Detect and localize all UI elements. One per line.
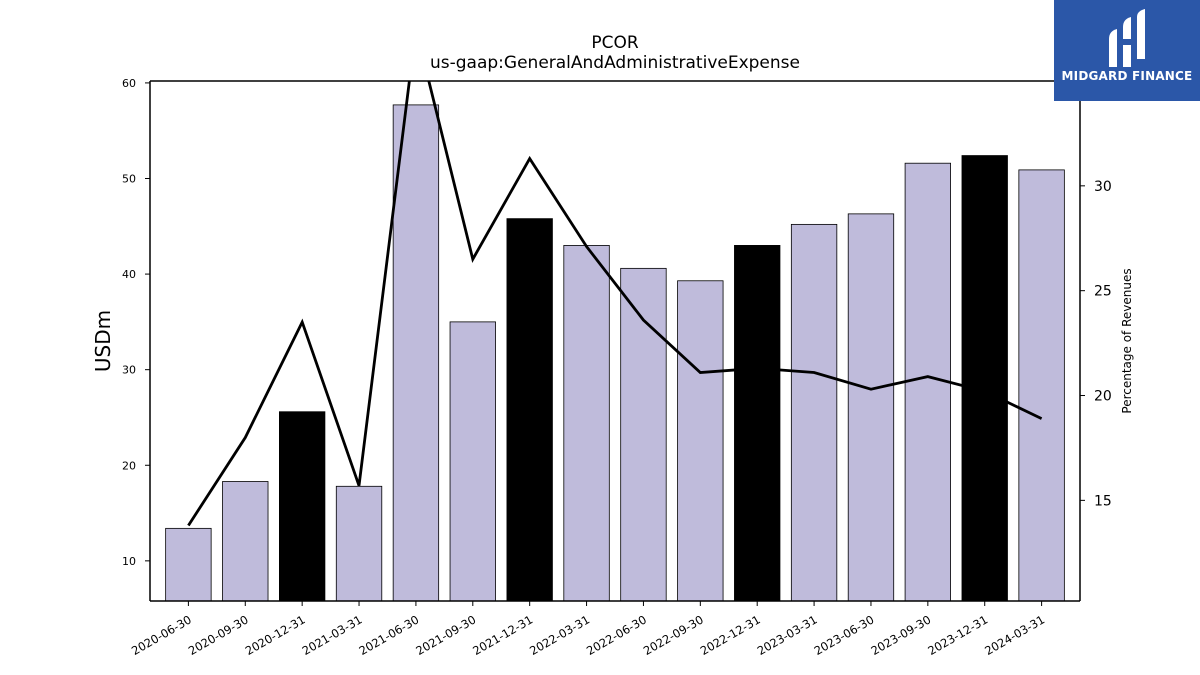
bar	[392, 104, 440, 601]
y2-tick-label: 20	[1094, 389, 1112, 405]
bar	[904, 162, 951, 601]
brand-logo: MIDGARD FINANCE	[1054, 0, 1200, 101]
x-tick-label: 2022-06-30	[584, 612, 649, 658]
y2-axis-label: Percentage of Revenues	[1120, 268, 1134, 413]
y-tick-label: 20	[122, 459, 136, 472]
x-tick-label: 2023-12-31	[925, 612, 990, 658]
line-group	[187, 81, 1043, 527]
x-tick-label: 2020-12-31	[243, 612, 308, 658]
bar	[335, 485, 383, 601]
bars-group	[165, 104, 1065, 601]
x-tick-label: 2020-09-30	[186, 612, 251, 658]
bar	[1018, 169, 1065, 601]
bar	[961, 155, 1008, 601]
chart-subtitle: us-gaap:GeneralAndAdministrativeExpense	[430, 53, 800, 73]
logo-text: MIDGARD FINANCE	[1061, 69, 1193, 83]
x-tick-label: 2024-03-31	[982, 612, 1047, 658]
x-tick-label: 2021-06-30	[357, 612, 422, 658]
bar	[734, 245, 781, 601]
x-tick-label: 2021-09-30	[413, 612, 478, 658]
logo-mark-icon	[1109, 9, 1145, 67]
y-tick-label: 50	[122, 173, 136, 186]
bar	[506, 218, 553, 601]
bar	[222, 481, 269, 601]
x-tick-label: 2022-12-31	[698, 612, 763, 658]
x-tick-label: 2023-09-30	[868, 612, 933, 658]
x-tick-label: 2021-12-31	[470, 612, 535, 658]
bar	[449, 321, 496, 601]
y-tick-label: 30	[122, 364, 136, 377]
bar	[677, 280, 724, 601]
bar	[847, 213, 895, 601]
x-tick-label: 2022-03-31	[527, 612, 592, 658]
bar	[790, 223, 838, 601]
bar	[563, 245, 610, 601]
y2-tick-label: 30	[1094, 179, 1112, 195]
y-tick-label: 60	[122, 77, 136, 90]
x-tick-label: 2023-06-30	[812, 612, 877, 658]
bar	[620, 267, 667, 601]
x-tick-label: 2022-09-30	[641, 612, 706, 658]
y-axis-label: USDm	[91, 310, 115, 372]
x-tick-label: 2023-03-31	[755, 612, 820, 658]
y2-tick-label: 15	[1094, 493, 1112, 509]
bar	[165, 527, 212, 601]
y-tick-label: 40	[122, 268, 136, 281]
series-line	[187, 81, 1043, 527]
y-tick-label: 10	[122, 555, 136, 568]
chart-title: PCOR	[591, 33, 639, 53]
y2-tick-label: 25	[1094, 284, 1112, 300]
x-tick-label: 2020-06-30	[129, 612, 194, 658]
x-tick-label: 2021-03-31	[300, 612, 365, 658]
bar	[279, 411, 326, 601]
